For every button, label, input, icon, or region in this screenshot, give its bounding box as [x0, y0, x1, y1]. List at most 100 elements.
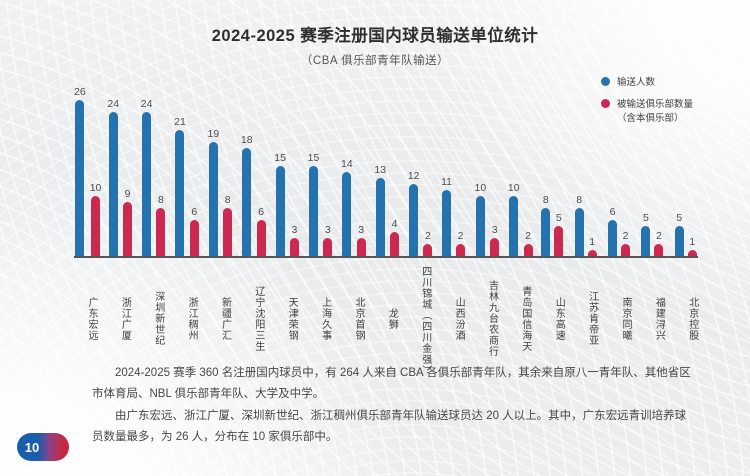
x-axis-label: 广东宏远	[86, 296, 97, 341]
x-axis-label: 新疆广汇	[219, 296, 231, 341]
bar-players-wrap: 12	[408, 170, 419, 256]
x-axis-label: 山东高速	[553, 296, 565, 341]
bar-players-wrap: 24	[141, 98, 152, 256]
bar-group: 24 9	[107, 97, 133, 256]
summary-paragraph-2: 由广东宏远、浙江广厦、深圳新世纪、浙江稠州俱乐部青年队输送球员达 20 人以上。…	[92, 409, 687, 443]
bar-clubs	[523, 244, 533, 256]
value-label: 15	[274, 151, 286, 164]
value-label: 1	[689, 235, 696, 248]
x-axis-label: 江苏肯帝亚	[586, 291, 598, 346]
bar-group: 13 4	[374, 163, 400, 256]
bar-group: 11 2	[441, 175, 466, 256]
bar-group: 10 2	[508, 182, 533, 256]
value-label: 8	[576, 193, 583, 206]
bar-clubs-wrap: 1	[687, 235, 697, 256]
x-axis-label: 北京控股	[686, 296, 698, 341]
legend-label-line1: 被输送俱乐部数量	[617, 98, 694, 110]
summary-paragraph-1: 2024-2025 赛季 360 名注册国内球员中，有 264 人来自 CBA …	[92, 367, 691, 401]
bar-players	[242, 148, 252, 256]
bar-players	[142, 112, 152, 256]
value-label: 2	[457, 229, 464, 242]
bar-clubs-wrap: 4	[390, 218, 400, 256]
bar-clubs	[256, 220, 266, 256]
bar-players-wrap: 19	[207, 127, 220, 256]
page-number-badge: 10	[17, 433, 69, 461]
bar-clubs	[687, 250, 697, 256]
x-axis-label: 南京同曦	[620, 296, 631, 341]
bar-clubs	[123, 202, 133, 256]
value-label: 11	[441, 175, 453, 188]
blue-dot-icon	[601, 77, 610, 86]
bar-players	[475, 196, 485, 256]
value-label: 10	[474, 181, 487, 194]
bar-clubs-wrap: 2	[654, 230, 664, 256]
bar-players	[108, 112, 118, 256]
bar-players-wrap: 15	[274, 151, 286, 256]
bar-players-wrap: 21	[174, 116, 186, 256]
value-label: 5	[642, 211, 649, 224]
bar-players	[342, 172, 352, 256]
value-label: 5	[555, 211, 562, 224]
value-label: 8	[224, 193, 231, 206]
x-axis-labels: 广东宏远 浙江广厦 深圳新世纪 浙江稠州 新疆广汇 辽宁沈阳三生 天津荣钢 上海久事 北京首钢 龙…	[74, 266, 698, 376]
bar-clubs-wrap: 1	[587, 236, 597, 256]
value-label: 6	[609, 205, 616, 218]
bar-clubs-wrap: 10	[89, 181, 102, 256]
legend-item-players: 输送人数	[601, 76, 693, 90]
bar-players-wrap: 8	[574, 193, 584, 256]
value-label: 14	[341, 157, 353, 170]
x-axis-label: 龙狮	[386, 307, 398, 330]
bar-clubs-wrap: 8	[223, 193, 233, 256]
bar-players-wrap: 6	[608, 205, 617, 256]
bar-players-wrap: 14	[341, 157, 353, 256]
bar-clubs	[189, 220, 199, 256]
bar-clubs	[456, 244, 466, 256]
bar-clubs-wrap: 3	[490, 223, 500, 256]
bar-clubs-wrap: 3	[323, 224, 333, 256]
value-label: 2	[525, 229, 531, 242]
bar-players-wrap: 5	[641, 211, 651, 256]
bar-players	[75, 100, 85, 256]
bar-players	[608, 220, 617, 256]
bar-players-wrap: 18	[240, 133, 253, 256]
bar-players	[409, 184, 419, 256]
red-dot-icon	[601, 98, 610, 108]
bar-group: 21 6	[174, 116, 199, 256]
bar-clubs-wrap: 2	[621, 229, 630, 256]
bar-players	[375, 178, 385, 256]
plot-area: 26 10 24 9 24 8 21 6 19 8 18 6 15 3 15 3 14 3 13 4 12 2 11 2 10 3…	[74, 80, 698, 258]
bar-clubs-wrap: 9	[123, 188, 133, 256]
value-label: 18	[240, 133, 253, 146]
value-label: 8	[158, 193, 164, 206]
bar-players-wrap: 26	[74, 86, 86, 256]
chart-legend: 输送人数 被输送俱乐部数量 （含本俱乐部）	[601, 76, 693, 133]
x-axis-label: 青岛国信海天	[519, 285, 531, 352]
value-label: 13	[374, 163, 387, 176]
x-axis-label: 辽宁沈阳三生	[252, 285, 264, 352]
bar-clubs-wrap: 2	[523, 229, 533, 256]
bar-clubs	[390, 232, 400, 256]
bar-players-wrap: 11	[441, 175, 453, 256]
bar-players	[208, 142, 218, 256]
bar-clubs-wrap: 3	[356, 224, 366, 256]
bar-group: 19 8	[207, 127, 233, 256]
bar-players	[442, 190, 452, 256]
value-label: 3	[491, 223, 498, 236]
value-label: 15	[307, 151, 320, 164]
bar-clubs-wrap: 8	[156, 193, 166, 256]
value-label: 6	[258, 205, 264, 218]
value-label: 10	[89, 181, 102, 194]
value-label: 19	[207, 127, 220, 140]
bar-group: 15 3	[274, 151, 299, 256]
bar-players-wrap: 8	[541, 194, 551, 256]
value-label: 2	[622, 229, 629, 242]
value-label: 24	[107, 97, 120, 110]
bar-clubs	[621, 244, 630, 256]
page-subtitle: （CBA 俱乐部青年队输送）	[300, 55, 450, 67]
bar-clubs-wrap: 6	[189, 206, 199, 256]
